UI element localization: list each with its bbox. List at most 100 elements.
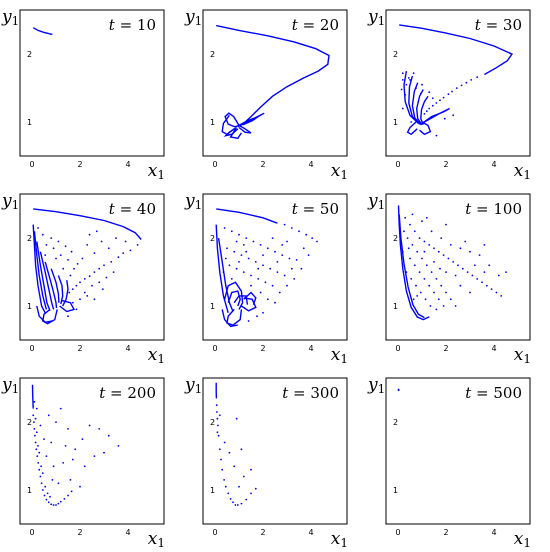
data-point	[83, 291, 86, 294]
y-tick-label: 1	[210, 486, 215, 495]
data-point	[93, 252, 96, 255]
data-point	[83, 278, 86, 280]
data-point	[216, 431, 219, 434]
trajectory-curve	[398, 214, 425, 319]
data-point	[43, 438, 45, 440]
x-axis-label: x1	[148, 161, 165, 182]
x-axis-label: x1	[514, 161, 531, 182]
y-tick-label: 2	[210, 50, 215, 59]
x-tick-label: 2	[260, 160, 265, 169]
data-point	[500, 295, 503, 297]
x-tick-label: 2	[260, 344, 265, 353]
trajectory-curve	[233, 295, 249, 305]
data-point	[240, 502, 243, 505]
data-point	[415, 87, 417, 89]
data-point	[235, 417, 238, 420]
data-point	[483, 271, 486, 273]
data-point	[223, 479, 226, 481]
y-tick-label: 2	[210, 418, 215, 427]
x-tick-label: 2	[260, 528, 265, 537]
trajectory-curve	[420, 95, 429, 126]
y-tick-label: 1	[393, 486, 398, 495]
data-point	[39, 475, 42, 478]
data-point	[52, 465, 55, 468]
x-tick-label: 4	[491, 160, 496, 169]
trajectory-curve	[32, 27, 53, 36]
data-point	[98, 267, 101, 270]
data-point	[276, 261, 279, 263]
data-point	[112, 271, 115, 273]
data-point	[50, 237, 53, 240]
trajectory-curve	[57, 275, 64, 305]
y-axis-label: y1	[367, 375, 385, 396]
data-point	[224, 257, 227, 260]
data-point	[93, 455, 96, 457]
data-point	[283, 223, 286, 226]
data-point	[298, 230, 300, 233]
data-point	[271, 237, 274, 240]
data-point	[464, 240, 467, 243]
data-point	[418, 271, 421, 273]
x-axis-label: x1	[148, 345, 165, 366]
data-point	[421, 220, 423, 223]
x-tick-label: 0	[29, 344, 34, 353]
data-point	[428, 107, 431, 110]
data-point	[49, 495, 51, 498]
data-point	[266, 247, 269, 250]
data-point	[230, 230, 233, 233]
y-axis-label: y1	[184, 7, 202, 28]
data-point	[266, 298, 269, 301]
data-point	[64, 445, 67, 447]
data-point	[469, 250, 471, 253]
trajectory-curve	[399, 24, 514, 76]
data-point	[440, 284, 443, 287]
data-point	[229, 498, 232, 500]
data-point	[274, 301, 276, 304]
x-tick-label: 0	[29, 160, 34, 169]
data-point	[34, 417, 37, 420]
data-point	[122, 252, 125, 255]
data-point	[73, 267, 75, 270]
data-point	[411, 213, 414, 216]
data-point	[79, 298, 81, 301]
trajectory-curve	[227, 290, 241, 307]
data-point	[45, 455, 48, 457]
data-point	[50, 441, 53, 444]
data-point	[425, 216, 428, 219]
data-point	[439, 267, 441, 270]
y-tick-label: 2	[393, 418, 398, 427]
plot-frame	[385, 377, 531, 525]
data-point	[286, 240, 288, 243]
data-point	[215, 404, 218, 407]
data-point	[63, 498, 66, 500]
data-point	[430, 271, 433, 273]
data-point	[406, 237, 409, 240]
data-point	[421, 257, 423, 260]
x-axis-label: x1	[331, 161, 348, 182]
trajectory-curve	[216, 24, 330, 127]
data-point	[218, 414, 221, 417]
x-tick-label: 4	[308, 344, 313, 353]
data-point	[264, 281, 267, 284]
data-point	[445, 271, 447, 273]
data-point	[455, 87, 458, 89]
data-point	[411, 244, 414, 246]
y-tick-label: 1	[27, 118, 32, 127]
data-point	[397, 389, 400, 392]
data-point	[423, 113, 426, 115]
data-point	[439, 99, 441, 102]
data-point	[235, 240, 238, 243]
data-point	[419, 291, 422, 294]
panel-7: 0 2 4 1 2 x1 y1 t = 200	[1, 375, 165, 550]
data-point	[228, 451, 231, 454]
trajectory-curve	[224, 112, 240, 128]
data-point	[74, 448, 77, 451]
data-point	[234, 504, 237, 506]
data-point	[405, 271, 408, 273]
x-tick-label: 0	[212, 160, 217, 169]
data-point	[259, 244, 262, 246]
plot-frame	[202, 9, 348, 157]
data-point	[257, 267, 260, 270]
data-point	[433, 261, 435, 263]
y-tick-label: 2	[393, 50, 398, 59]
